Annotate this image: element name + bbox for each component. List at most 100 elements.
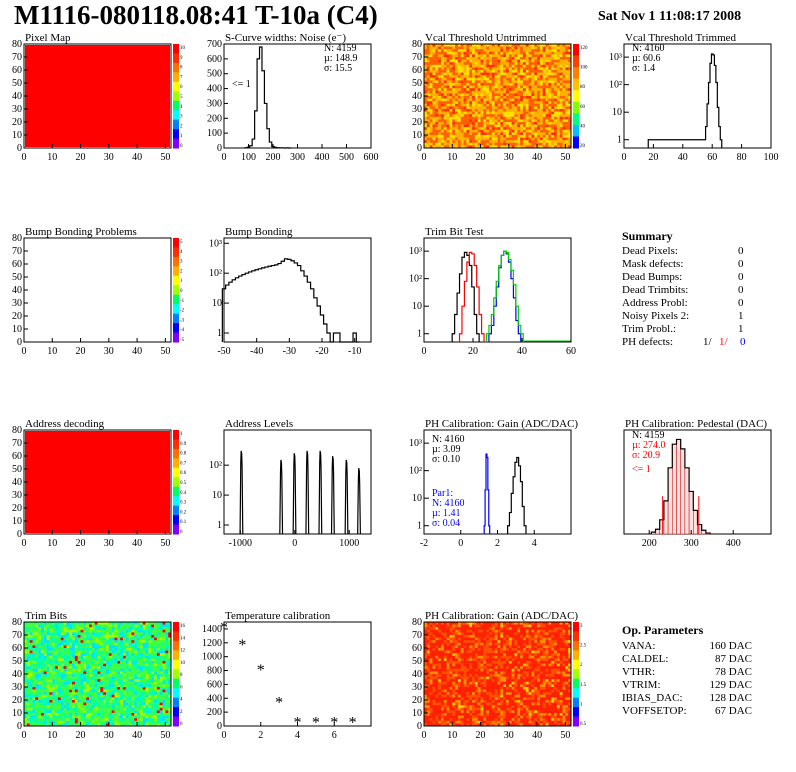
heatmap-cell — [559, 93, 563, 97]
heatmap-cell — [568, 46, 572, 50]
heatmap-cell — [29, 658, 33, 662]
heatmap-cell — [83, 663, 87, 667]
heatmap-cell — [438, 111, 442, 115]
heatmap-cell — [128, 624, 132, 628]
heatmap-cell — [86, 723, 90, 727]
heatmap-cell — [477, 111, 481, 115]
heatmap-cell — [122, 622, 127, 625]
heatmap-cell — [565, 116, 569, 120]
heatmap-cell — [522, 77, 527, 81]
heatmap-cell — [114, 718, 118, 722]
heatmap-cell — [443, 124, 447, 128]
heatmap-cell — [562, 44, 566, 47]
heatmap-cell — [486, 90, 490, 94]
heatmap-cell — [559, 114, 563, 118]
heatmap-cell — [156, 674, 160, 677]
heatmap-cell — [528, 49, 532, 53]
heatmap-cell — [477, 57, 481, 60]
heatmap-cell — [457, 75, 462, 79]
heatmap-cell — [148, 661, 152, 664]
heatmap-cell — [486, 70, 490, 73]
color-scale-band — [173, 294, 179, 305]
heatmap-cell — [539, 122, 544, 125]
heatmap-cell — [100, 663, 104, 667]
heatmap-cell — [89, 658, 93, 662]
heatmap-cell — [446, 119, 450, 123]
heatmap-cell — [154, 692, 158, 696]
heatmap-cell — [466, 88, 470, 92]
heatmap-cell — [159, 637, 163, 641]
heatmap-cell — [97, 653, 101, 657]
heatmap-cell — [128, 689, 132, 693]
heatmap-cell — [429, 98, 433, 102]
heatmap-cell — [562, 62, 566, 66]
heatmap-cell — [466, 85, 470, 89]
heatmap-cell — [514, 72, 518, 76]
x-tick-label: -40 — [250, 346, 263, 357]
heatmap-cell — [494, 85, 498, 89]
heatmap-cell — [466, 77, 470, 81]
heatmap-cell — [528, 72, 532, 76]
heatmap-cell — [452, 635, 456, 638]
heatmap-cell — [83, 668, 87, 672]
heatmap-cell — [86, 632, 90, 636]
heatmap-cell — [522, 109, 527, 112]
heatmap-cell — [117, 710, 121, 714]
heatmap-cell — [29, 666, 33, 670]
heatmap-cell — [449, 98, 453, 102]
heatmap-cell — [531, 135, 535, 138]
heatmap-cell — [483, 54, 487, 58]
heatmap-cell — [168, 661, 172, 664]
heatmap-cell — [497, 142, 501, 146]
heatmap-cell — [503, 109, 507, 112]
heatmap-cell — [63, 640, 67, 644]
heatmap-cell — [40, 676, 45, 680]
heatmap-cell — [505, 80, 510, 84]
heatmap-cell — [483, 135, 487, 138]
heatmap-cell — [32, 707, 36, 711]
heatmap-cell — [489, 106, 493, 110]
heatmap-cell — [83, 666, 87, 670]
heatmap-cell — [80, 650, 84, 654]
heatmap-cell — [69, 648, 73, 651]
heatmap-cell — [35, 718, 39, 722]
heatmap-cell — [40, 689, 45, 693]
heatmap-cell — [537, 49, 541, 53]
heatmap-cell — [542, 93, 546, 97]
heatmap-cell — [534, 44, 538, 47]
heatmap-cell — [514, 122, 518, 125]
heatmap-cell — [514, 635, 518, 638]
heatmap-cell — [105, 658, 110, 662]
heatmap-cell — [108, 671, 112, 675]
heatmap-cell — [514, 57, 518, 60]
heatmap-cell — [432, 88, 436, 92]
heatmap-cell — [26, 715, 30, 719]
heatmap-cell — [80, 710, 84, 714]
heatmap-cell — [443, 111, 447, 115]
heatmap-cell — [466, 145, 470, 149]
heatmap-cell — [531, 124, 535, 128]
heatmap-cell — [508, 54, 512, 58]
heatmap-cell — [545, 72, 549, 76]
heatmap-cell — [94, 648, 98, 651]
heatmap-cell — [508, 103, 512, 107]
heatmap-cell — [38, 715, 42, 719]
heatmap-cell — [154, 663, 158, 667]
heatmap-cell — [46, 624, 50, 628]
heatmap-cell — [522, 67, 527, 71]
heatmap-cell — [522, 59, 527, 63]
heatmap-cell — [525, 46, 529, 50]
heatmap-cell — [508, 109, 512, 112]
heatmap-cell — [508, 137, 512, 141]
heatmap-cell — [148, 692, 152, 696]
heatmap-cell — [154, 635, 158, 638]
heatmap-cell — [562, 57, 566, 60]
heatmap-cell — [562, 67, 566, 71]
heatmap-cell — [148, 655, 152, 659]
heatmap-cell — [26, 710, 30, 714]
heatmap-cell — [108, 720, 112, 724]
heatmap-cell — [522, 137, 527, 141]
heatmap-cell — [537, 72, 541, 76]
heatmap-cell — [438, 135, 442, 138]
heatmap-cell — [120, 655, 124, 659]
